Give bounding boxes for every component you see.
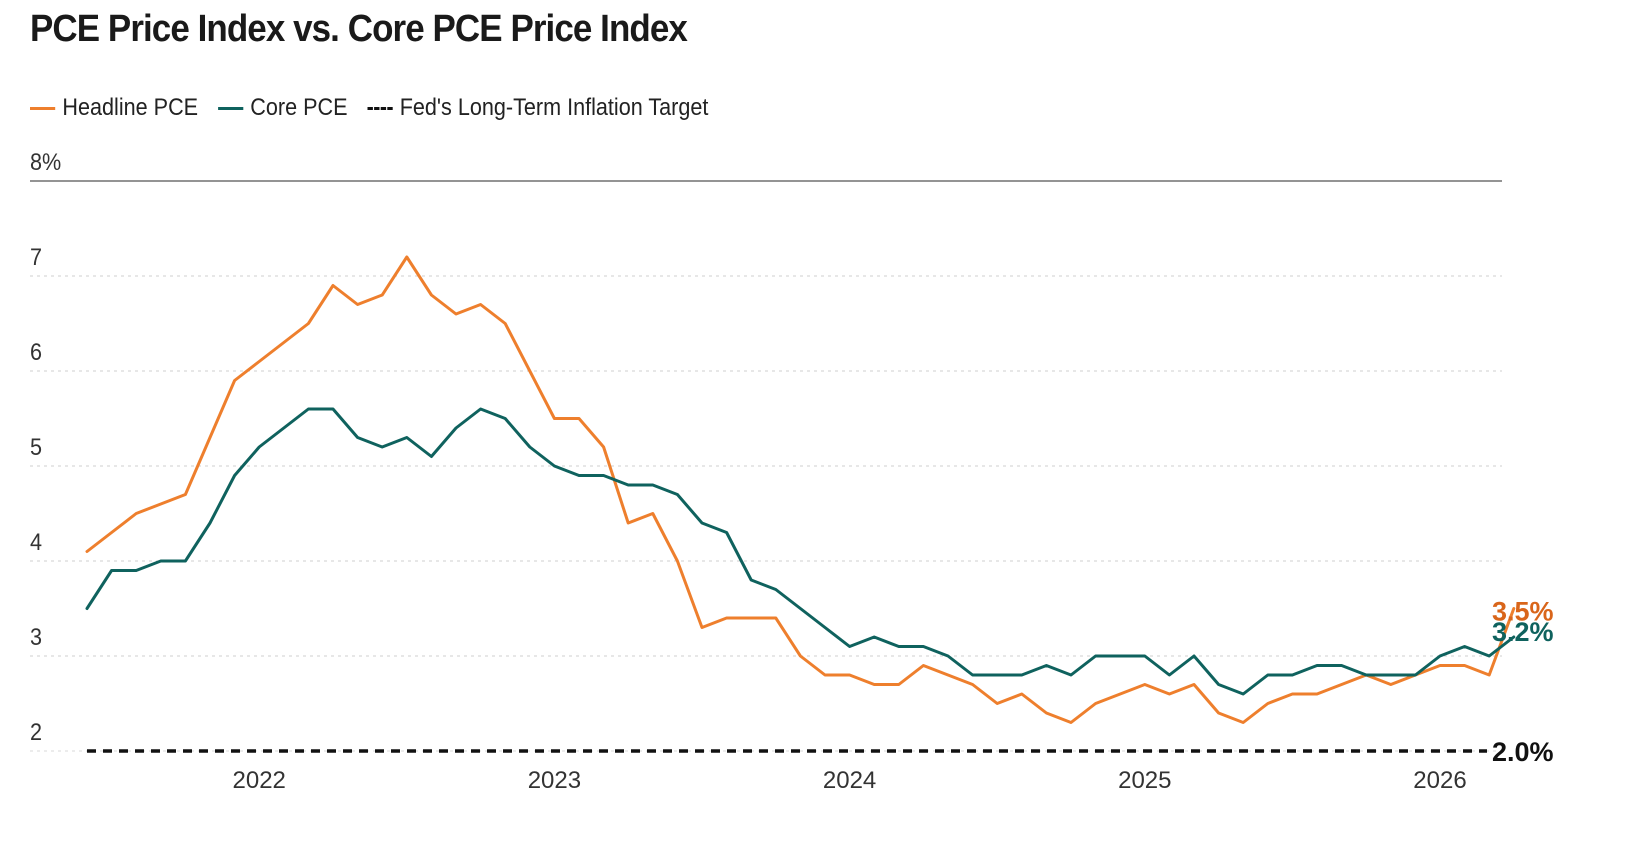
series-line-core-pce: [85, 407, 1516, 696]
legend-label-target: Fed's Long-Term Inflation Target: [399, 94, 709, 121]
legend-swatch-core: [217, 106, 244, 110]
legend-item-core: Core PCE: [217, 94, 348, 122]
x-tick-label: 2025: [1118, 767, 1171, 794]
y-tick-label: 2: [30, 718, 42, 745]
legend-label-core: Core PCE: [250, 94, 348, 121]
target-end-label: 2.0%: [1492, 737, 1554, 767]
legend-swatch-headline: [30, 106, 56, 110]
y-tick-label: 4: [30, 528, 42, 555]
chart-title: PCE Price Index vs. Core PCE Price Index: [30, 8, 688, 50]
legend-item-headline: Headline PCE: [30, 94, 198, 122]
x-tick-label: 2023: [528, 767, 581, 794]
series-end-label-core-pce: 3.2%: [1492, 617, 1554, 647]
legend-swatch-target: [367, 106, 393, 110]
x-tick-label: 2022: [233, 767, 286, 794]
y-tick-label: 5: [30, 433, 42, 460]
legend-item-target: Fed's Long-Term Inflation Target: [367, 94, 708, 122]
y-tick-label: 6: [30, 338, 42, 365]
series-line-headline-pce: [85, 255, 1516, 724]
x-tick-label: 2026: [1413, 767, 1466, 794]
y-tick-label: 8%: [30, 148, 61, 175]
series-end-label-headline-pce: 3.5%: [1492, 597, 1554, 627]
x-tick-label: 2024: [823, 767, 876, 794]
y-tick-label: 7: [30, 243, 42, 270]
legend-label-headline: Headline PCE: [62, 94, 199, 121]
chart-legend: Headline PCE Core PCE Fed's Long-Term In…: [30, 93, 728, 123]
y-tick-label: 3: [30, 623, 42, 650]
